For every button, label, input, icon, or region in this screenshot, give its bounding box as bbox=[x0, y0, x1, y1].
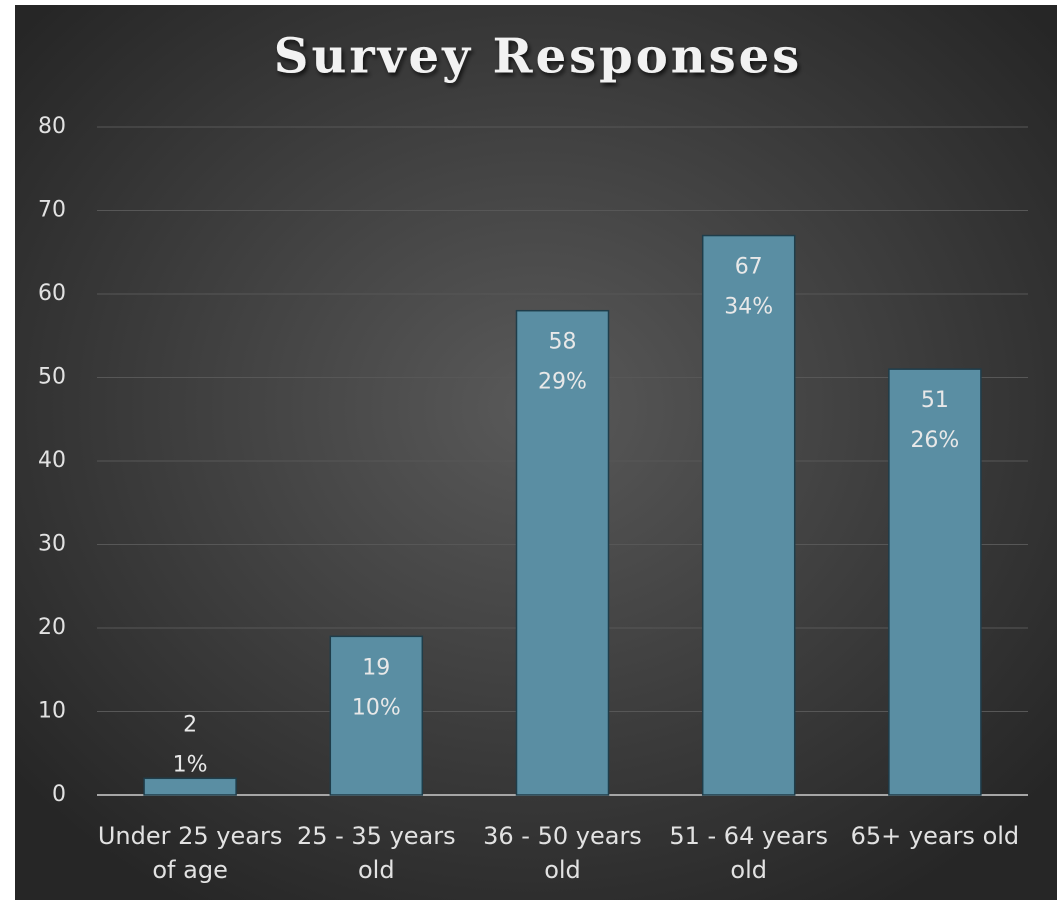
x-tick-label: Under 25 years of age bbox=[97, 822, 283, 884]
x-tick-label: 25 - 35 years old bbox=[296, 822, 456, 884]
share-label: 26% bbox=[910, 428, 959, 453]
share-label: 10% bbox=[352, 695, 401, 720]
y-tick-label: 60 bbox=[38, 281, 66, 306]
y-tick-label: 30 bbox=[38, 532, 66, 557]
bar bbox=[888, 368, 982, 796]
x-tick-label: 51 - 64 years old bbox=[669, 822, 829, 884]
bar bbox=[515, 309, 610, 796]
x-tick-label: 36 - 50 years old bbox=[483, 822, 642, 884]
chart-title: Survey Responses bbox=[274, 29, 802, 85]
bar bbox=[143, 777, 237, 796]
share-label: 29% bbox=[538, 370, 587, 395]
x-tick-label: 65+ years old bbox=[850, 822, 1020, 850]
data-label: 58 bbox=[549, 330, 577, 355]
share-label: 34% bbox=[724, 295, 773, 320]
share-label: 1% bbox=[173, 752, 208, 777]
y-tick-label: 80 bbox=[38, 114, 66, 139]
data-label: 19 bbox=[362, 655, 390, 680]
data-label: 67 bbox=[735, 255, 763, 280]
bar bbox=[329, 635, 424, 796]
y-tick-label: 40 bbox=[38, 448, 66, 473]
y-tick-label: 20 bbox=[38, 615, 66, 640]
y-tick-label: 10 bbox=[38, 699, 66, 724]
y-tick-label: 70 bbox=[38, 198, 66, 223]
bar bbox=[701, 234, 796, 796]
data-label: 51 bbox=[921, 388, 949, 413]
data-label: 2 bbox=[183, 712, 197, 737]
y-tick-label: 50 bbox=[38, 365, 66, 390]
y-tick-label: 0 bbox=[52, 782, 66, 807]
